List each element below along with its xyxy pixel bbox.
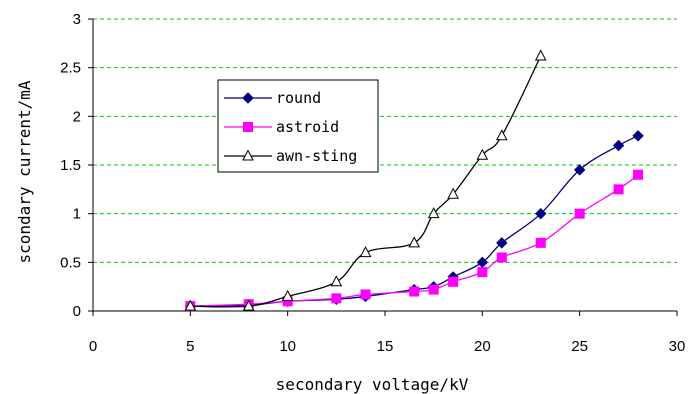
legend-label-round: round — [276, 89, 321, 107]
y-axis-label: scondary current/mA — [15, 80, 34, 263]
y-tick-label-4: 2 — [73, 108, 81, 125]
point-astroid-9 — [496, 252, 507, 263]
y-tick-label-3: 1.5 — [60, 157, 81, 174]
point-awn-sting-9 — [495, 129, 508, 141]
legend-marker-awn-sting — [242, 149, 254, 161]
point-astroid-13 — [633, 169, 644, 180]
x-tick-label-4: 20 — [474, 338, 491, 355]
point-astroid-7 — [448, 276, 459, 287]
point-awn-sting-4 — [359, 246, 372, 258]
series-awn-sting — [184, 49, 547, 311]
x-tick-label-0: 0 — [89, 338, 97, 355]
point-awn-sting-2 — [281, 289, 294, 301]
x-tick-label-1: 5 — [186, 338, 194, 355]
y-tick-label-0: 0 — [73, 303, 81, 320]
point-awn-sting-7 — [447, 187, 459, 199]
point-astroid-6 — [428, 284, 439, 295]
point-awn-sting-10 — [534, 49, 547, 61]
x-tick-label-5: 25 — [571, 338, 588, 355]
point-round-11 — [573, 164, 586, 176]
x-axis-label: secondary voltage/kV — [276, 375, 469, 394]
point-astroid-8 — [477, 267, 488, 278]
legend-marker-round — [242, 92, 254, 104]
point-round-12 — [612, 139, 625, 152]
y-tick-label-5: 2.5 — [60, 60, 81, 77]
point-awn-sting-5 — [408, 236, 421, 248]
y-tick-label-2: 1 — [73, 206, 81, 223]
point-awn-sting-3 — [330, 275, 343, 287]
point-astroid-3 — [331, 293, 342, 304]
point-awn-sting-8 — [476, 148, 489, 160]
point-astroid-11 — [574, 208, 585, 219]
y-tick-label-6: 3 — [73, 11, 81, 28]
x-tick-label-2: 10 — [279, 338, 296, 355]
y-tick-label-1: 0.5 — [60, 254, 81, 271]
x-tick-label-3: 15 — [377, 338, 394, 355]
point-astroid-12 — [613, 184, 624, 195]
point-astroid-10 — [535, 237, 546, 248]
point-astroid-5 — [409, 286, 420, 297]
point-round-13 — [632, 130, 644, 142]
point-awn-sting-6 — [427, 207, 440, 219]
point-astroid-4 — [360, 289, 371, 300]
point-awn-sting-0 — [184, 299, 197, 311]
legend-label-awn-sting: awn-sting — [276, 147, 357, 165]
series-layer — [184, 49, 644, 312]
point-round-10 — [535, 207, 547, 220]
point-round-9 — [496, 237, 508, 249]
x-tick-label-6: 30 — [669, 338, 686, 355]
gridlines — [93, 18, 677, 263]
legend-marker-astroid — [243, 122, 253, 132]
point-awn-sting-1 — [242, 299, 255, 311]
legend: round astroid awn-sting — [217, 79, 379, 173]
axes: 00.511.522.530 5 10 15 20 25 30 — [60, 11, 685, 355]
legend-label-astroid: astroid — [276, 118, 339, 136]
